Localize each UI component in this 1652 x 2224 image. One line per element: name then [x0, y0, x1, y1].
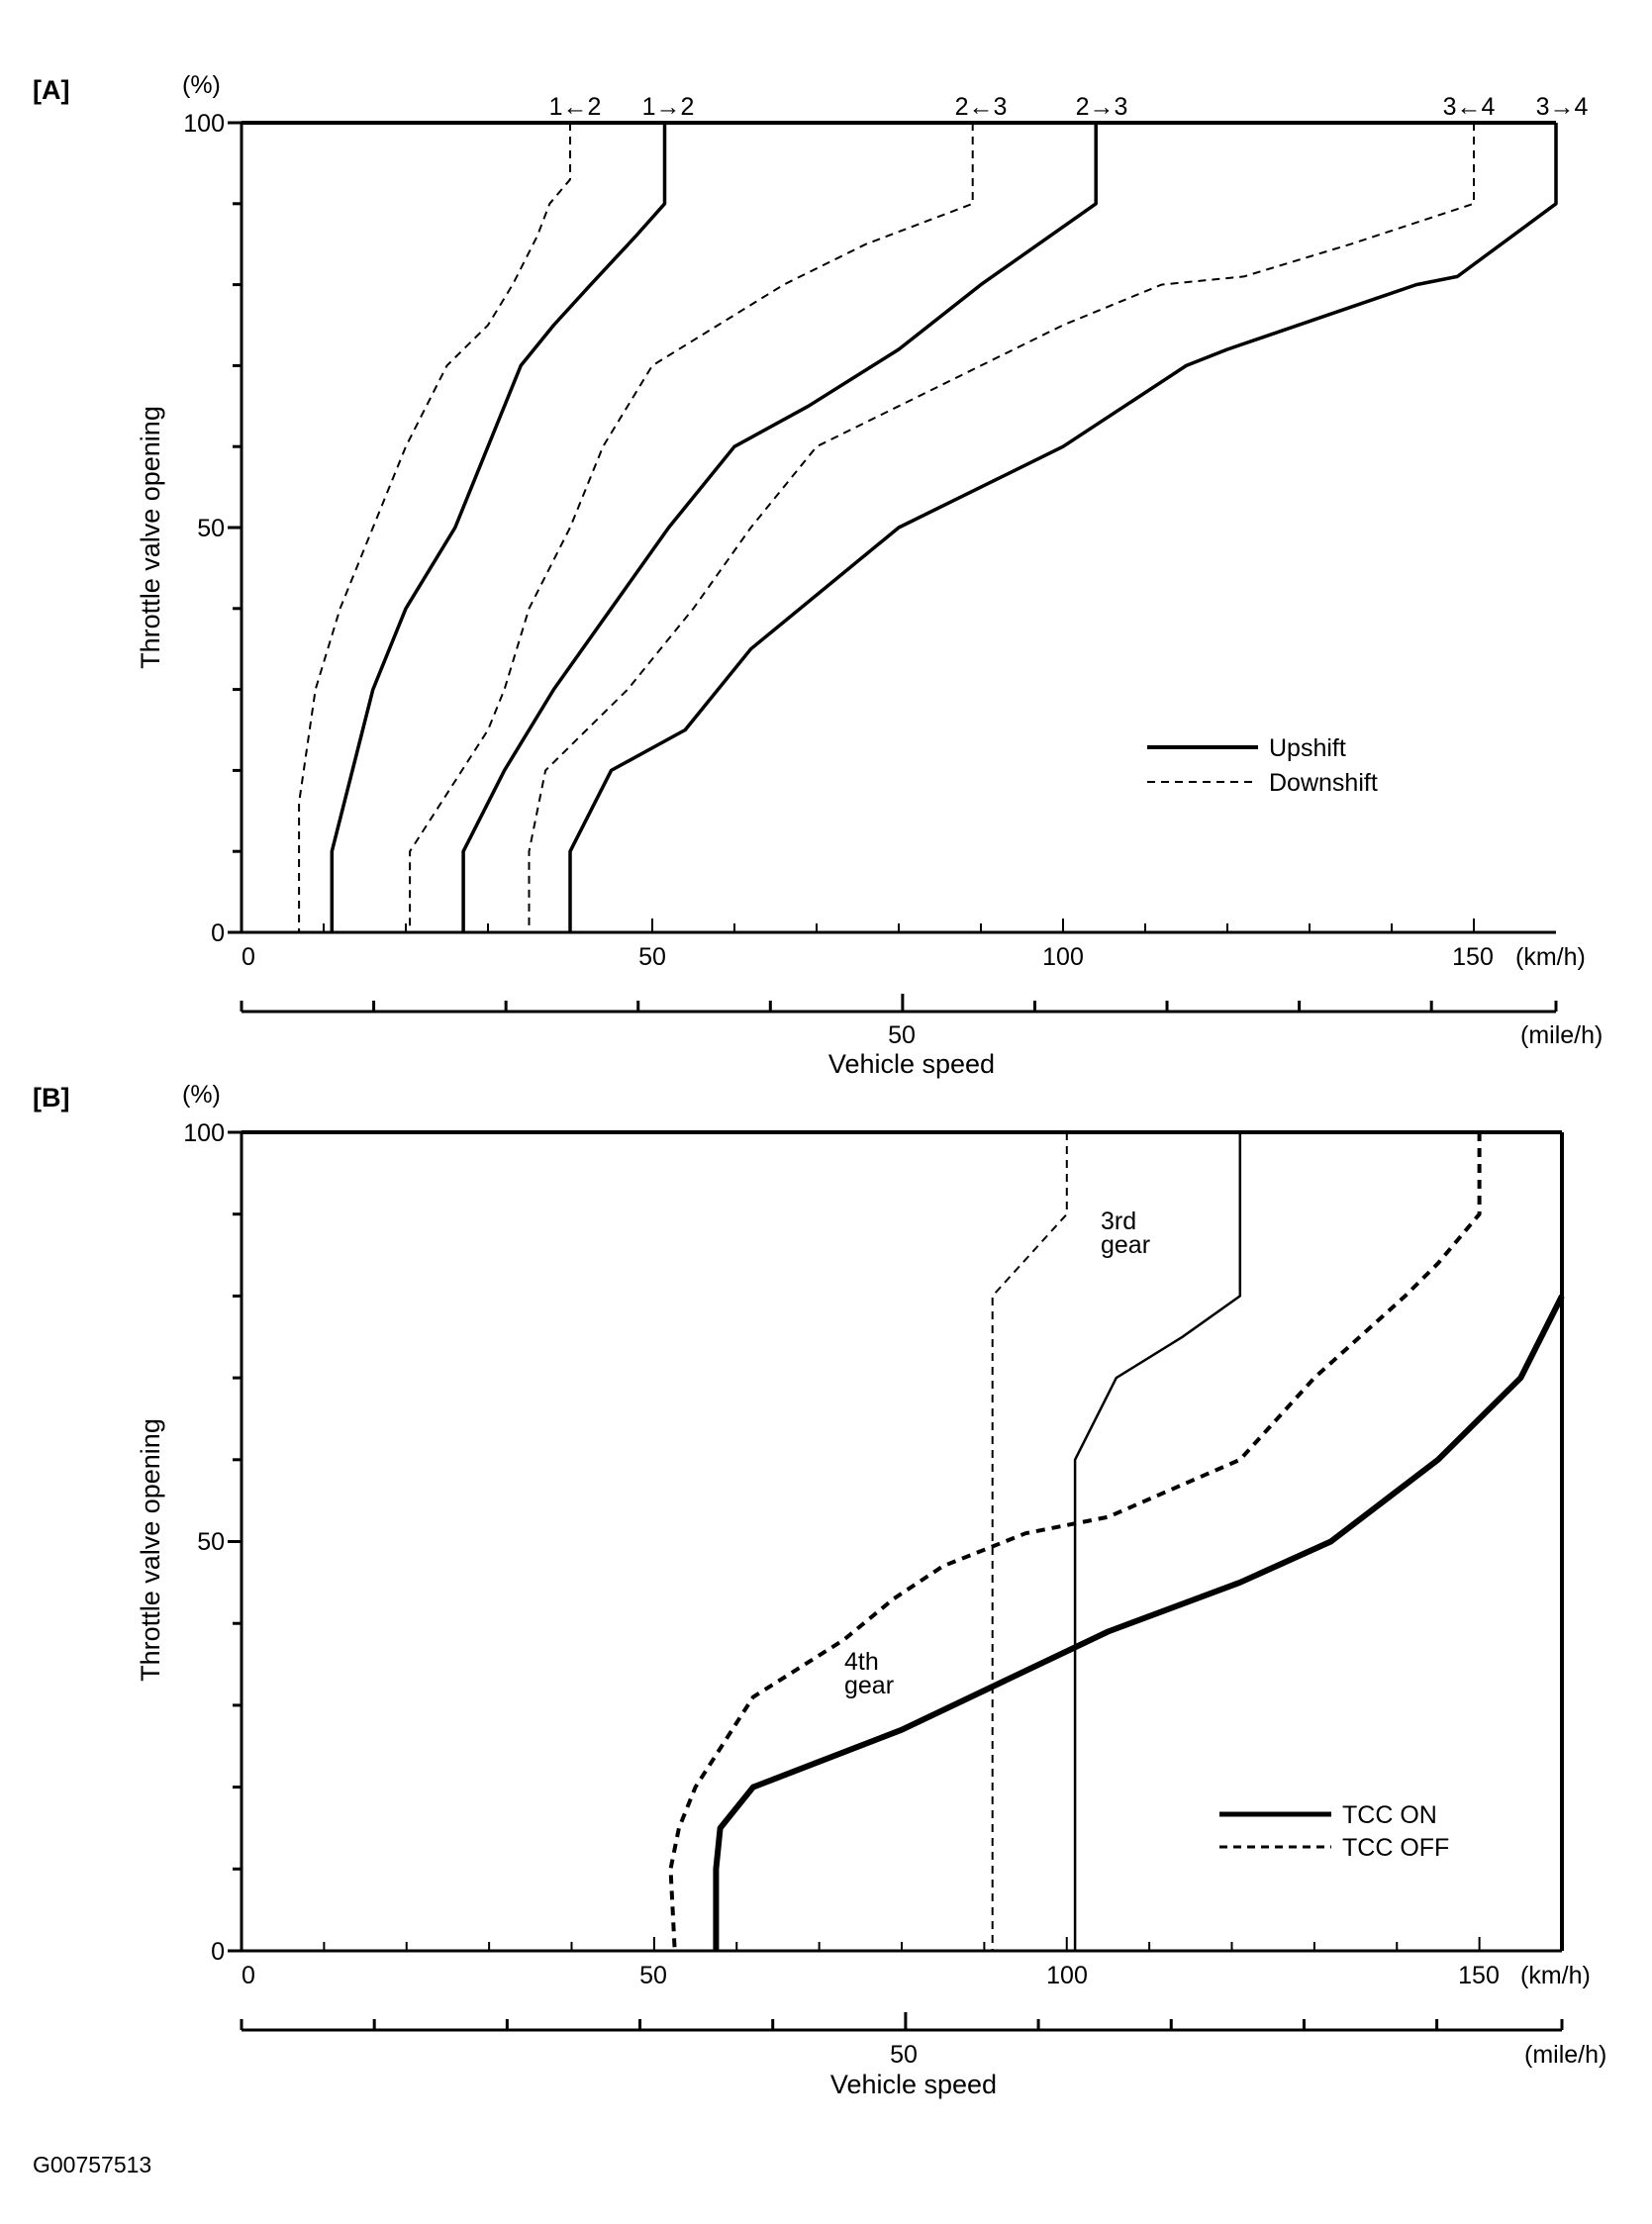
y-tick-label: 100: [183, 110, 225, 138]
mile-tick-label: 50: [890, 2041, 918, 2069]
panel-b-y-ticks: [228, 1130, 242, 1953]
x-tick-label: 0: [242, 1962, 255, 1989]
panel-b-tcc-chart: [B] (%) 0 50 100 0 50 100 150 (km/h) 50 …: [33, 1081, 1606, 2099]
legend-label: TCC ON: [1342, 1801, 1437, 1829]
panel-b-label: [B]: [33, 1083, 69, 1112]
x-tick-label: 50: [638, 943, 666, 971]
series-line-3-4: [528, 123, 1475, 932]
panel-a-curves: [298, 123, 1558, 932]
x-tick-label: 0: [242, 943, 255, 971]
annotation-gear: gear: [1101, 1231, 1150, 1259]
x-axis-title: Vehicle speed: [830, 2070, 997, 2099]
figure-id: G00757513: [33, 2152, 151, 2177]
mile-unit-label: (mile/h): [1524, 2041, 1606, 2069]
annotation-3rd: 3rd: [1101, 1208, 1136, 1235]
series-line-tcc-off-4th-gear: [668, 1132, 1482, 1952]
mile-unit-label: (mile/h): [1520, 1021, 1603, 1049]
curve-label: 1→2: [642, 93, 695, 121]
series-line-1-2: [298, 123, 571, 932]
x-tick-label: 150: [1458, 1962, 1500, 1989]
x-tick-label: 150: [1452, 943, 1494, 971]
y-tick-label: 50: [197, 1528, 225, 1556]
series-line-tcc-on-3rd-gear: [1073, 1132, 1242, 1951]
panel-b-y-unit: (%): [182, 1081, 221, 1109]
panel-b-x-ticks: [323, 1937, 1481, 1951]
y-axis-title: Throttle valve opening: [136, 1418, 165, 1682]
panel-b-curves: [668, 1132, 1565, 1952]
curve-label: 3→4: [1536, 93, 1589, 121]
panel-a-mile-ticks: [240, 994, 1558, 1012]
x-unit-label: (km/h): [1515, 943, 1586, 971]
panel-b-legend: TCC ON TCC OFF: [1219, 1801, 1449, 1862]
curve-label: 2←3: [955, 93, 1008, 121]
y-tick-label: 0: [211, 919, 225, 947]
annotation-4th: 4th: [844, 1648, 879, 1676]
panel-a-x-ticks: [323, 919, 1475, 932]
series-line-tcc-on-4th-gear: [713, 1295, 1565, 1951]
panel-a-legend: Upshift Downshift: [1147, 734, 1378, 797]
y-tick-label: 50: [197, 515, 225, 542]
y-tick-label: 100: [183, 1119, 225, 1147]
series-line-tcc-off-3rd-gear: [991, 1132, 1068, 1951]
curve-label: 1←2: [549, 93, 602, 121]
panel-b-mile-ticks: [240, 2012, 1564, 2030]
legend-label: TCC OFF: [1342, 1834, 1449, 1862]
x-tick-label: 100: [1046, 1962, 1088, 1989]
series-line-3-4: [568, 123, 1558, 932]
mile-tick-label: 50: [888, 1021, 916, 1049]
legend-label: Downshift: [1269, 769, 1378, 797]
panel-a-y-ticks: [228, 121, 242, 934]
x-tick-label: 100: [1042, 943, 1084, 971]
x-axis-title: Vehicle speed: [828, 1049, 995, 1079]
panel-a-y-unit: (%): [182, 71, 221, 99]
panel-a-label: [A]: [33, 75, 69, 105]
x-tick-label: 50: [639, 1962, 667, 1989]
series-line-1-2: [330, 123, 667, 932]
series-line-2-3: [461, 123, 1098, 932]
curve-label: 3←4: [1443, 93, 1496, 121]
legend-label: Upshift: [1269, 734, 1346, 762]
annotation-gear: gear: [844, 1672, 894, 1699]
y-tick-label: 0: [211, 1938, 225, 1966]
curve-label: 2→3: [1076, 93, 1128, 121]
series-line-2-3: [409, 123, 974, 932]
panel-a-shift-chart: [A] (%) 0 50 100 0 50 100 150 (km/h) 50 …: [33, 71, 1603, 1079]
x-unit-label: (km/h): [1520, 1962, 1591, 1989]
y-axis-title: Throttle valve opening: [136, 406, 165, 669]
